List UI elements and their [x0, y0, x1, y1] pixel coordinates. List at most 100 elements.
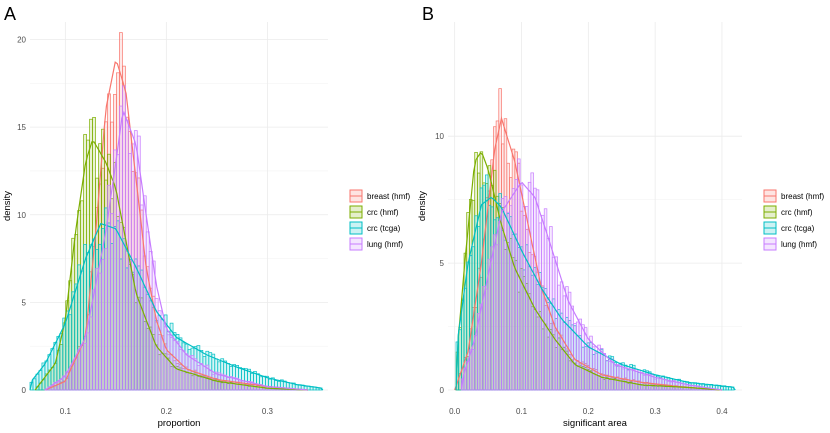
histogram-bar	[479, 303, 484, 391]
y-axis-label: density	[2, 191, 13, 221]
chart-panel-b: 0.0 0.1 0.2 0.3 0.4 0 5 10 significant area densi…	[417, 22, 742, 429]
y-tick-label: 15	[17, 123, 26, 132]
histogram-bar	[101, 259, 105, 391]
panel-b-label: B	[422, 4, 434, 24]
histogram-bar	[602, 352, 607, 391]
histogram-bar	[522, 206, 526, 391]
y-tick-label: 20	[17, 36, 26, 45]
histogram-bar	[575, 321, 580, 391]
histogram-bar	[618, 363, 623, 391]
legend-panel-b: breast (hmf) crc (hmf) crc (tcga) lung (hmf…	[763, 189, 824, 251]
density-curve	[34, 141, 308, 391]
histogram-bar	[594, 350, 599, 391]
histogram-bar	[648, 374, 652, 391]
histogram-bar	[71, 364, 76, 391]
histogram-bar	[535, 189, 540, 391]
histogram-bar	[485, 288, 489, 391]
legend-item: lung (hmf)	[763, 237, 817, 251]
legend-label: crc (tcga)	[367, 224, 401, 233]
histogram-bar	[59, 379, 64, 391]
histogram-bar	[632, 369, 636, 391]
y-tick-label: 0	[440, 386, 445, 395]
legend-label: breast (hmf)	[367, 192, 410, 201]
histogram-bar	[629, 367, 633, 391]
histogram-bar	[525, 206, 529, 391]
histogram-bar	[506, 211, 510, 391]
histogram-bar	[130, 143, 135, 391]
legend-item: breast (hmf)	[763, 189, 824, 203]
histogram-bar	[196, 365, 201, 391]
histogram-bar	[527, 181, 532, 391]
histogram-bar	[557, 284, 561, 391]
histogram-bar	[554, 256, 558, 391]
histogram-bar	[640, 372, 644, 391]
y-tick-label: 0	[22, 386, 27, 395]
density-curve	[460, 181, 723, 391]
histogram-bar	[541, 214, 545, 391]
x-tick-label: 0.1	[516, 407, 528, 416]
histogram-bar	[495, 244, 500, 391]
histogram-bar	[80, 344, 84, 391]
histogram-bar	[166, 334, 171, 391]
legend-item: breast (hmf)	[349, 189, 410, 203]
histogram-bar	[503, 196, 508, 391]
y-tick-label: 10	[17, 211, 26, 220]
histogram-bar	[519, 184, 524, 391]
histogram-bar	[32, 378, 37, 391]
histogram-bar	[581, 324, 585, 391]
legend-item: crc (tcga)	[763, 221, 815, 235]
legend-item: lung (hmf)	[349, 237, 403, 251]
histogram-bar	[226, 377, 231, 391]
x-tick-label: 0.1	[60, 407, 72, 416]
histogram-bar	[148, 251, 153, 391]
legend-label: breast (hmf)	[781, 192, 824, 201]
histogram-bar	[151, 260, 156, 391]
histogram-bar	[509, 205, 513, 391]
chart-panel-a: 0.1 0.2 0.3 0 5 10 15 20 proportion density	[2, 22, 328, 429]
histogram-bar	[125, 119, 129, 391]
histogram-bar	[98, 272, 102, 391]
y-axis-label: density	[417, 191, 428, 221]
histogram-bar	[77, 349, 82, 391]
histogram-bar	[208, 370, 213, 391]
histogram-bar	[487, 258, 492, 391]
legend-label: lung (hmf)	[781, 240, 817, 249]
legend-item: crc (tcga)	[349, 221, 401, 235]
histogram-bar	[546, 238, 550, 391]
histogram-bar	[74, 357, 79, 391]
histogram-bar	[565, 286, 569, 391]
legend-item: crc (hmf)	[349, 205, 399, 219]
histogram-bar	[89, 316, 93, 391]
histogram-bar	[645, 373, 649, 391]
histogram-bar	[190, 355, 195, 391]
y-tick-label: 5	[440, 259, 445, 268]
legend-item: crc (hmf)	[763, 205, 813, 219]
histogram-bar	[530, 172, 534, 391]
histogram-bar	[538, 222, 542, 391]
histogram-bar	[145, 231, 150, 391]
histogram-bar	[589, 335, 593, 391]
histogram-bar	[38, 370, 43, 391]
x-tick-label: 0.2	[583, 407, 595, 416]
histogram-bar	[533, 187, 537, 391]
histogram-bar	[567, 291, 572, 391]
panel-a-label: A	[4, 4, 16, 24]
histogram-bar	[578, 318, 582, 391]
histogram-bar	[591, 346, 596, 391]
histogram-bar	[175, 341, 180, 391]
y-tick-label: 10	[435, 132, 444, 141]
histogram-bar	[83, 342, 87, 391]
histogram-bar	[127, 153, 132, 391]
legend-label: crc (tcga)	[781, 224, 815, 233]
histogram-bar	[116, 154, 120, 391]
legend-label: lung (hmf)	[367, 240, 403, 249]
histogram-bar	[211, 373, 216, 391]
histogram-bar	[493, 234, 497, 391]
histogram-bar	[56, 381, 61, 391]
x-tick-label: 0.3	[650, 407, 662, 416]
histogram-bar	[498, 221, 502, 391]
legend-label: crc (hmf)	[781, 208, 813, 217]
x-tick-label: 0.2	[161, 407, 173, 416]
histogram-bar	[490, 246, 494, 391]
